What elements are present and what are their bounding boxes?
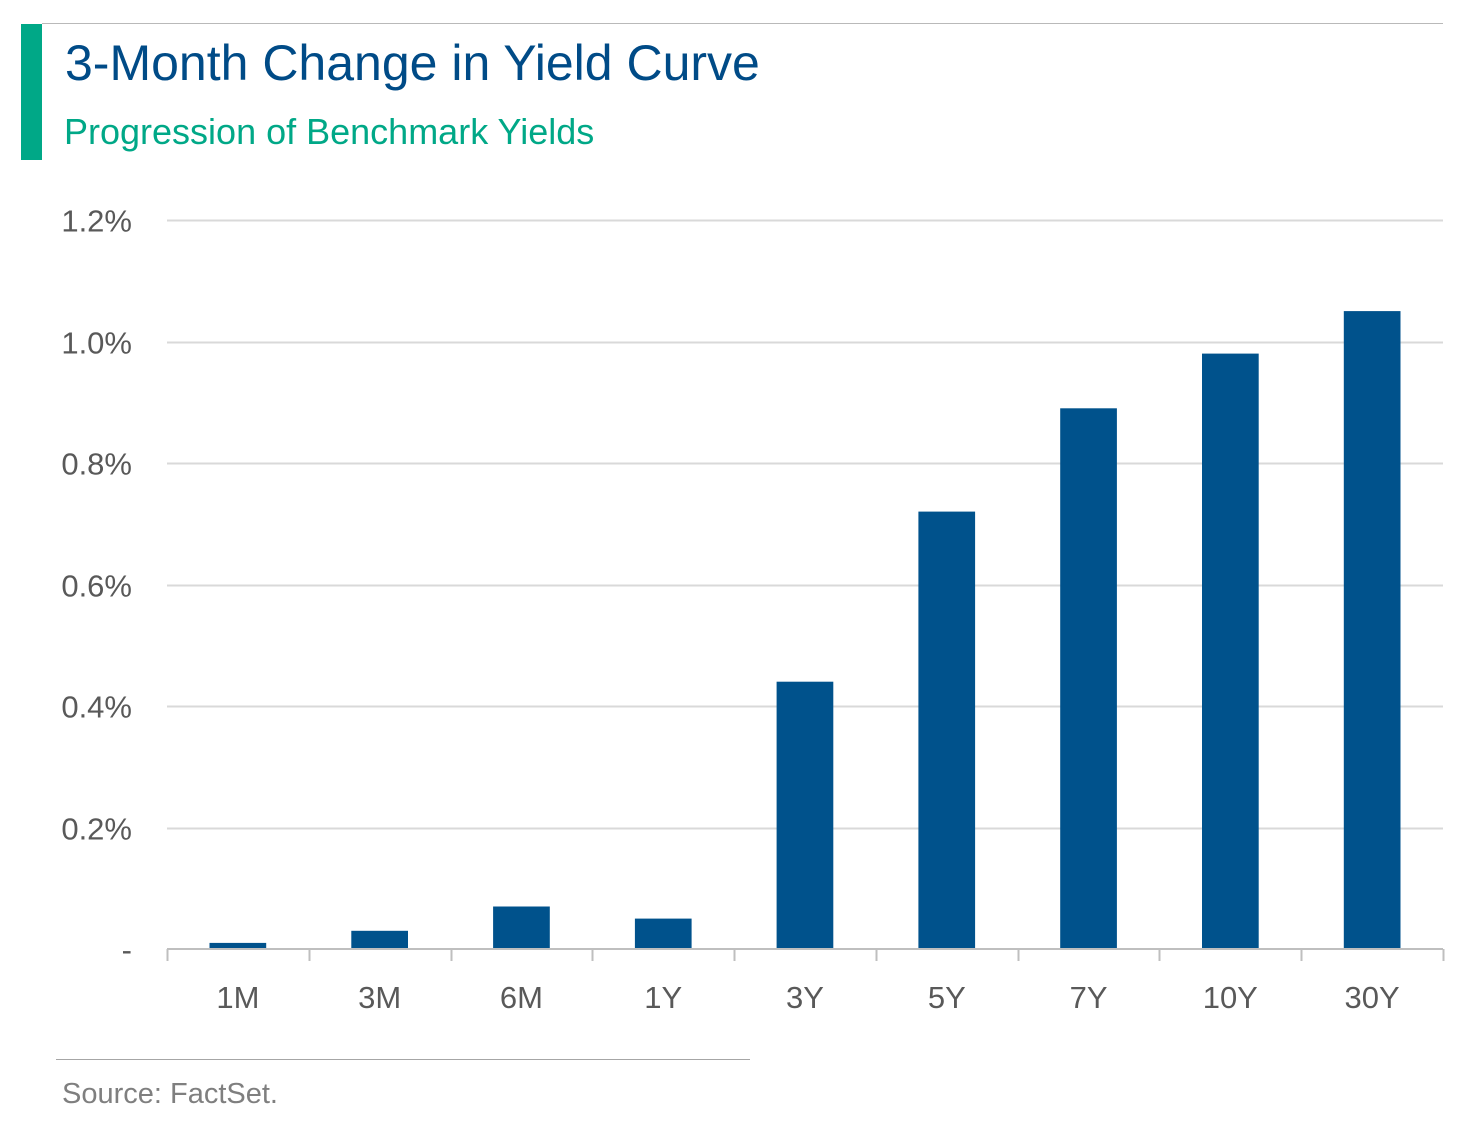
- x-tick-label: 3M: [358, 980, 401, 1015]
- y-tick-label: 0.2%: [61, 812, 132, 847]
- x-tick-label: 1Y: [644, 980, 682, 1015]
- x-axis: [166, 948, 1445, 961]
- footer-rule: [56, 1059, 750, 1060]
- x-axis-tick-labels: 1M 3M 6M 1Y 3Y 5Y 7Y 10Y 30Y: [216, 980, 1399, 1015]
- top-rule: [42, 23, 1443, 24]
- bar-5Y: [918, 511, 976, 949]
- x-tick-label: 10Y: [1203, 980, 1258, 1015]
- bar-3Y: [776, 681, 834, 949]
- bar-1Y: [634, 918, 692, 949]
- y-tick-label: 0.6%: [61, 569, 132, 604]
- y-tick-label: 0.8%: [61, 447, 132, 482]
- x-tick-label: 3Y: [786, 980, 824, 1015]
- bar-10Y: [1202, 353, 1259, 950]
- bar-7Y: [1060, 408, 1117, 949]
- bar-6M: [493, 906, 550, 949]
- x-tick-label: 5Y: [928, 980, 966, 1015]
- bar-30Y: [1343, 311, 1401, 950]
- y-tick-label: 0.4%: [61, 690, 132, 725]
- bars: [209, 311, 1401, 950]
- x-tick-label: 1M: [216, 980, 259, 1015]
- y-tick-label: -: [122, 933, 132, 968]
- bar-3M: [351, 930, 408, 949]
- y-axis-tick-labels: - 0.2% 0.4% 0.6% 0.8% 1.0% 1.2%: [61, 204, 132, 968]
- chart-subtitle: Progression of Benchmark Yields: [64, 111, 595, 152]
- x-tick-label: 6M: [500, 980, 543, 1015]
- x-tick-label: 7Y: [1070, 980, 1108, 1015]
- bar-1M: [209, 942, 267, 949]
- chart-title: 3-Month Change in Yield Curve: [65, 35, 760, 91]
- x-tick-label: 30Y: [1345, 980, 1400, 1015]
- y-tick-label: 1.0%: [61, 326, 132, 361]
- accent-bar: [21, 24, 42, 160]
- source-note: Source: FactSet.: [62, 1078, 278, 1110]
- y-tick-label: 1.2%: [61, 204, 132, 239]
